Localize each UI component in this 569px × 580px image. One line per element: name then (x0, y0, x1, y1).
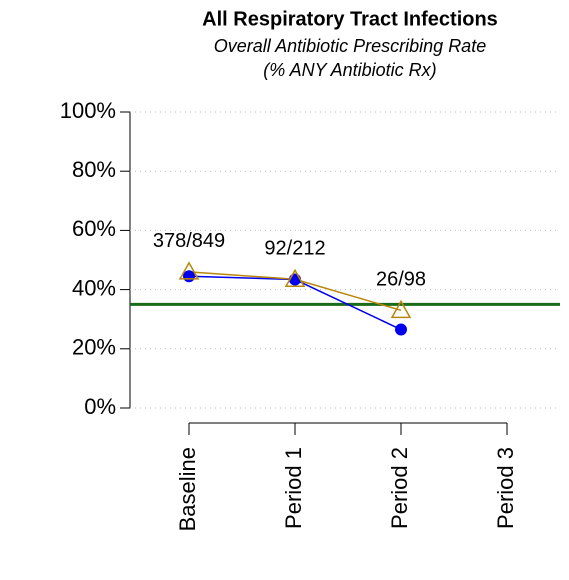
point (289, 273, 301, 286)
x-tick-label: Baseline (175, 447, 200, 531)
y-tick-label: 0% (84, 394, 116, 419)
y-tick-label: 20% (72, 335, 116, 360)
y-tick-label: 60% (72, 216, 116, 241)
point (183, 270, 195, 283)
y-tick-label: 40% (72, 275, 116, 300)
point (395, 323, 407, 336)
y-tick-label: 100% (60, 98, 116, 123)
triangle-marker (390, 299, 412, 319)
x-tick-label: Period 1 (281, 447, 306, 529)
annotation: 378/849 (153, 230, 225, 252)
annotation: 26/98 (376, 269, 426, 291)
chart-subtitle: Overall Antibiotic Prescribing Rate (214, 36, 486, 56)
triangle-marker (284, 268, 306, 287)
chart-subtitle: (% ANY Antibiotic Rx) (263, 60, 436, 80)
x-tick-label: Period 2 (387, 447, 412, 529)
y-tick-label: 80% (72, 157, 116, 182)
chart-title: All Respiratory Tract Infections (202, 8, 498, 30)
triangle-marker (178, 261, 200, 280)
x-tick-label: Period 3 (493, 447, 518, 529)
annotation: 92/212 (264, 238, 325, 260)
